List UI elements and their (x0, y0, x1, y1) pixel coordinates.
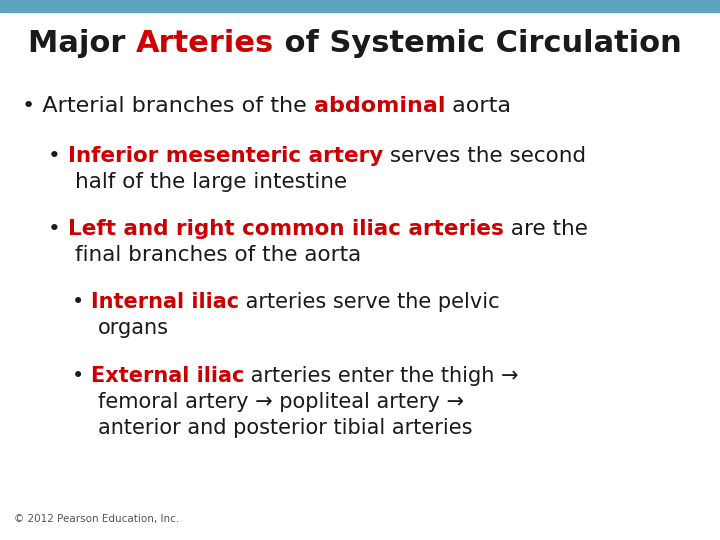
Text: anterior and posterior tibial arteries: anterior and posterior tibial arteries (98, 418, 472, 438)
Text: Major: Major (28, 29, 136, 58)
Text: •: • (48, 219, 68, 239)
Text: femoral artery → popliteal artery →: femoral artery → popliteal artery → (98, 392, 464, 412)
Text: •: • (72, 292, 91, 312)
Text: final branches of the aorta: final branches of the aorta (75, 245, 361, 265)
Bar (0, 0, 720, 12)
Text: Left and right common iliac arteries: Left and right common iliac arteries (68, 219, 503, 239)
Text: aorta: aorta (446, 96, 511, 116)
Text: arteries serve the pelvic: arteries serve the pelvic (239, 292, 500, 312)
Text: abdominal: abdominal (314, 96, 446, 116)
Text: Arteries: Arteries (136, 29, 274, 58)
Text: • Arterial branches of the: • Arterial branches of the (22, 96, 314, 116)
Text: Internal iliac: Internal iliac (91, 292, 239, 312)
Text: External iliac: External iliac (91, 366, 244, 386)
Text: Inferior mesenteric artery: Inferior mesenteric artery (68, 146, 383, 166)
Text: •: • (72, 366, 91, 386)
Text: organs: organs (98, 318, 169, 338)
Text: of Systemic Circulation: of Systemic Circulation (274, 29, 682, 58)
Text: •: • (48, 146, 68, 166)
Text: are the: are the (503, 219, 588, 239)
Text: © 2012 Pearson Education, Inc.: © 2012 Pearson Education, Inc. (14, 514, 179, 524)
Text: serves the second: serves the second (383, 146, 586, 166)
Text: half of the large intestine: half of the large intestine (75, 172, 347, 192)
Text: arteries enter the thigh →: arteries enter the thigh → (244, 366, 518, 386)
